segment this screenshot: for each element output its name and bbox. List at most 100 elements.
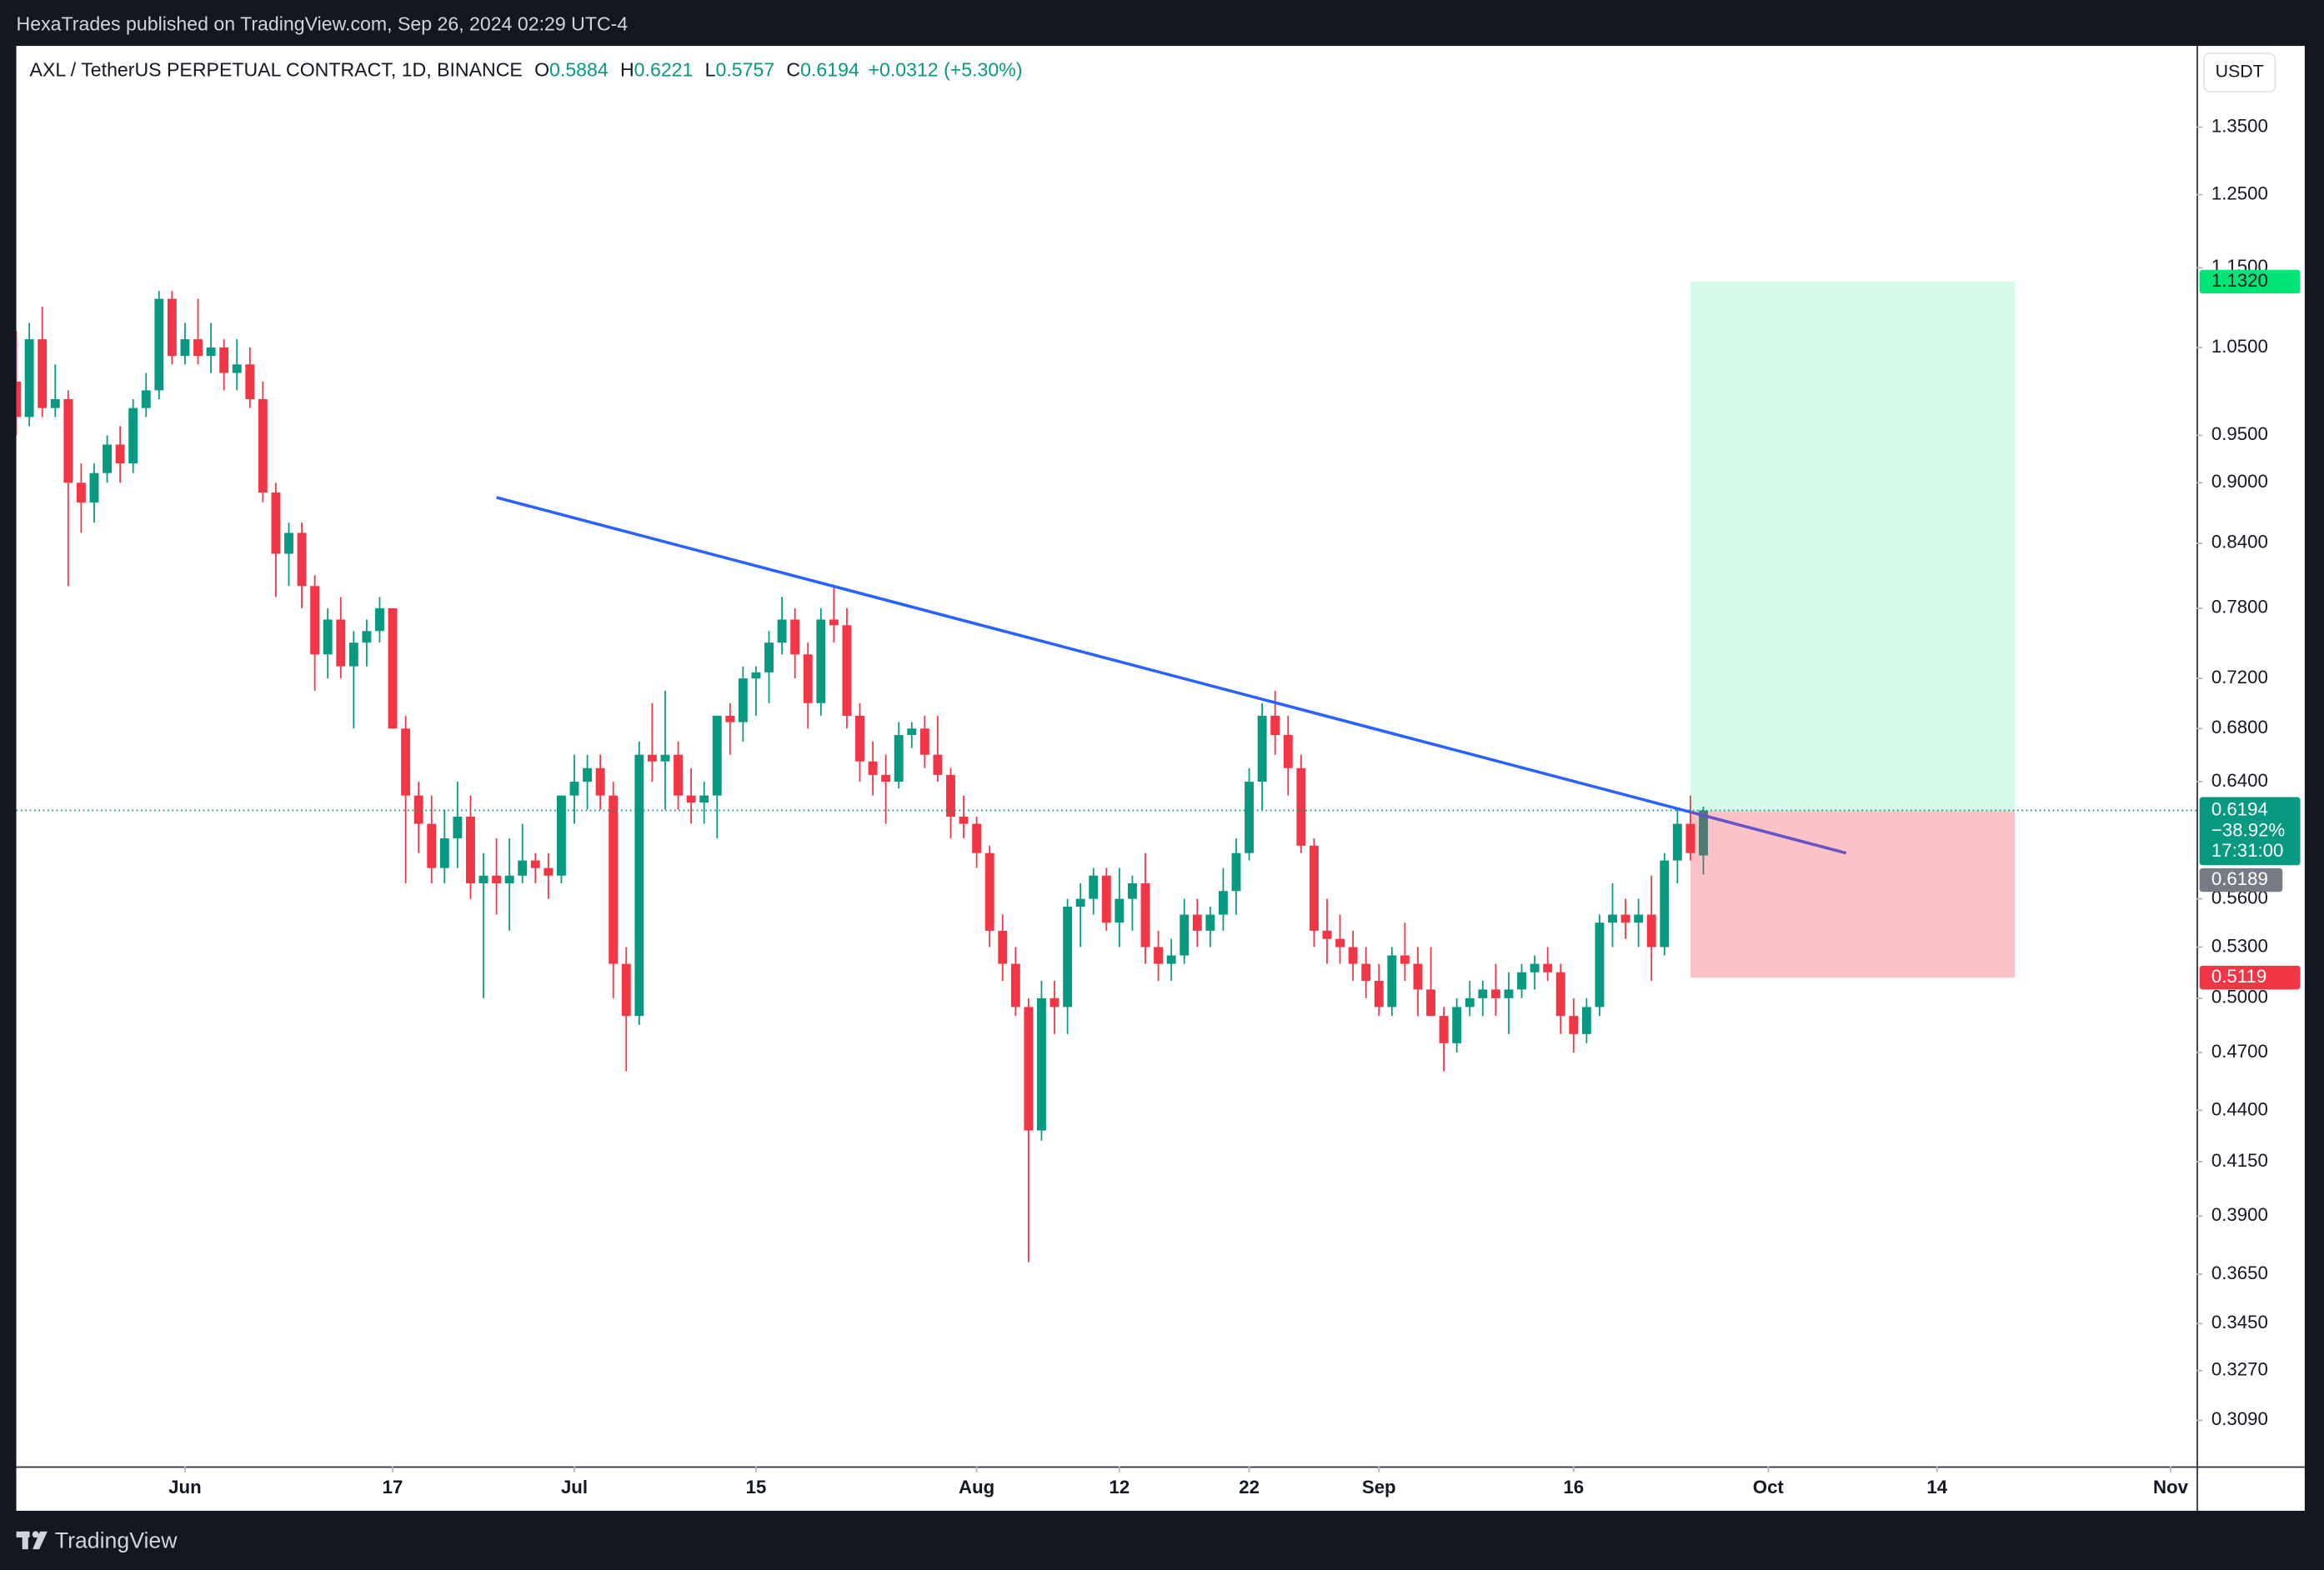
- candle-body: [336, 619, 346, 667]
- candle-body: [1517, 972, 1526, 990]
- candle-body: [1154, 947, 1164, 964]
- candle-body: [141, 390, 151, 408]
- candle-body: [362, 631, 372, 643]
- candle-body: [103, 444, 112, 473]
- candle-body: [1218, 891, 1228, 915]
- candle-body: [413, 795, 423, 824]
- ohlc-value: 0.5757: [715, 58, 774, 80]
- y-tick-label: 0.4400: [2211, 1098, 2268, 1119]
- candle-body: [1634, 914, 1644, 923]
- candle-body: [868, 761, 878, 775]
- y-tick-label: 0.3650: [2211, 1262, 2268, 1283]
- y-tick-label: 0.3270: [2211, 1359, 2268, 1380]
- candle-body: [777, 619, 787, 643]
- y-tick-label: 0.9000: [2211, 471, 2268, 492]
- chart-panel: [16, 46, 2305, 1511]
- candle-body: [933, 754, 943, 775]
- plot-area: [16, 281, 2197, 1262]
- x-tick-label: 22: [1239, 1477, 1260, 1498]
- x-tick-label: Nov: [2153, 1477, 2189, 1498]
- candle-body: [881, 774, 891, 782]
- bar-countdown: 17:31:00: [2211, 840, 2284, 861]
- candle-body: [258, 398, 268, 493]
- candle-body: [1114, 898, 1124, 923]
- candle-body: [518, 860, 528, 876]
- y-tick-label: 0.7200: [2211, 667, 2268, 688]
- y-tick-label: 0.6800: [2211, 717, 2268, 738]
- candle-body: [647, 754, 657, 762]
- x-tick-label: Aug: [959, 1477, 994, 1498]
- candle-body: [1685, 823, 1695, 853]
- candle-body: [543, 868, 553, 876]
- candle-body: [297, 532, 307, 587]
- candle-body: [1478, 989, 1488, 998]
- candle-body: [245, 364, 255, 399]
- ohlc-label: O: [534, 58, 549, 80]
- target-price-tag-box: [2199, 269, 2301, 294]
- candle-body: [1140, 882, 1150, 948]
- candle-body: [453, 817, 463, 838]
- candle-body: [1270, 715, 1280, 736]
- axes: 1.35001.25001.15001.05000.95000.90000.84…: [168, 115, 2301, 1498]
- candle-body: [946, 774, 955, 818]
- candle-body: [816, 619, 826, 703]
- candle-body: [1296, 768, 1306, 846]
- y-tick-label: 0.8400: [2211, 532, 2268, 552]
- candle-body: [63, 398, 73, 483]
- x-tick-label: 12: [1109, 1477, 1130, 1498]
- y-tick-label: 0.4700: [2211, 1041, 2268, 1062]
- x-tick-label: Jul: [561, 1477, 588, 1498]
- candle-body: [284, 532, 293, 554]
- target-price-tag: 1.1320: [2211, 270, 2268, 291]
- y-tick-label: 0.7800: [2211, 597, 2268, 618]
- ohlc-label: H: [620, 58, 634, 80]
- candle-body: [855, 715, 864, 762]
- candle-body: [1063, 907, 1073, 1008]
- candle-body: [1101, 875, 1111, 923]
- candle-body: [232, 364, 242, 373]
- candle-body: [1049, 998, 1059, 1008]
- candle-body: [699, 795, 709, 803]
- candle-body: [842, 625, 852, 716]
- legend: AXL / TetherUS PERPETUAL CONTRACT, 1D, B…: [30, 58, 1023, 80]
- candle-body: [1192, 914, 1202, 931]
- ohlc-value: 0.5884: [549, 58, 609, 80]
- candle-body: [1530, 963, 1540, 972]
- candle-body: [492, 875, 502, 883]
- candle-body: [919, 728, 929, 755]
- candle-body: [1426, 989, 1435, 1017]
- y-tick-label: 0.9500: [2211, 423, 2268, 444]
- candle-body: [1413, 963, 1423, 990]
- candle-body: [478, 875, 488, 883]
- y-tick-label: 0.6400: [2211, 770, 2268, 791]
- candle-body: [1348, 947, 1358, 964]
- candle-body: [1180, 914, 1190, 956]
- candle-body: [1309, 845, 1319, 931]
- brand-name: TradingView: [55, 1528, 178, 1552]
- candle-body: [674, 754, 684, 796]
- y-tick-label: 0.4150: [2211, 1150, 2268, 1171]
- candle-body: [738, 678, 748, 722]
- candle-body: [16, 381, 22, 418]
- publish-header: HexaTrades published on TradingView.com,…: [17, 12, 629, 34]
- candle-body: [76, 482, 86, 502]
- candle-body: [764, 642, 774, 672]
- candle-body: [388, 608, 398, 729]
- change-label: +0.0312 (+5.30%): [868, 58, 1022, 80]
- stop-price-tag: 0.5119: [2211, 966, 2266, 987]
- candle-body: [1037, 998, 1046, 1131]
- candle-body: [1555, 972, 1565, 1017]
- ohlc-label: L: [705, 58, 716, 80]
- current-price-change: −38.92%: [2211, 819, 2285, 840]
- currency-label[interactable]: USDT: [2216, 62, 2264, 82]
- candle-body: [1608, 914, 1617, 923]
- candle-body: [959, 817, 969, 824]
- candle-body: [712, 715, 722, 796]
- candle-body: [1543, 963, 1553, 972]
- x-tick-label: Sep: [1362, 1477, 1396, 1498]
- currency-button[interactable]: [2203, 52, 2276, 93]
- candle-body: [1400, 955, 1410, 964]
- candle-body: [1361, 963, 1371, 982]
- candle-body: [1024, 1007, 1034, 1131]
